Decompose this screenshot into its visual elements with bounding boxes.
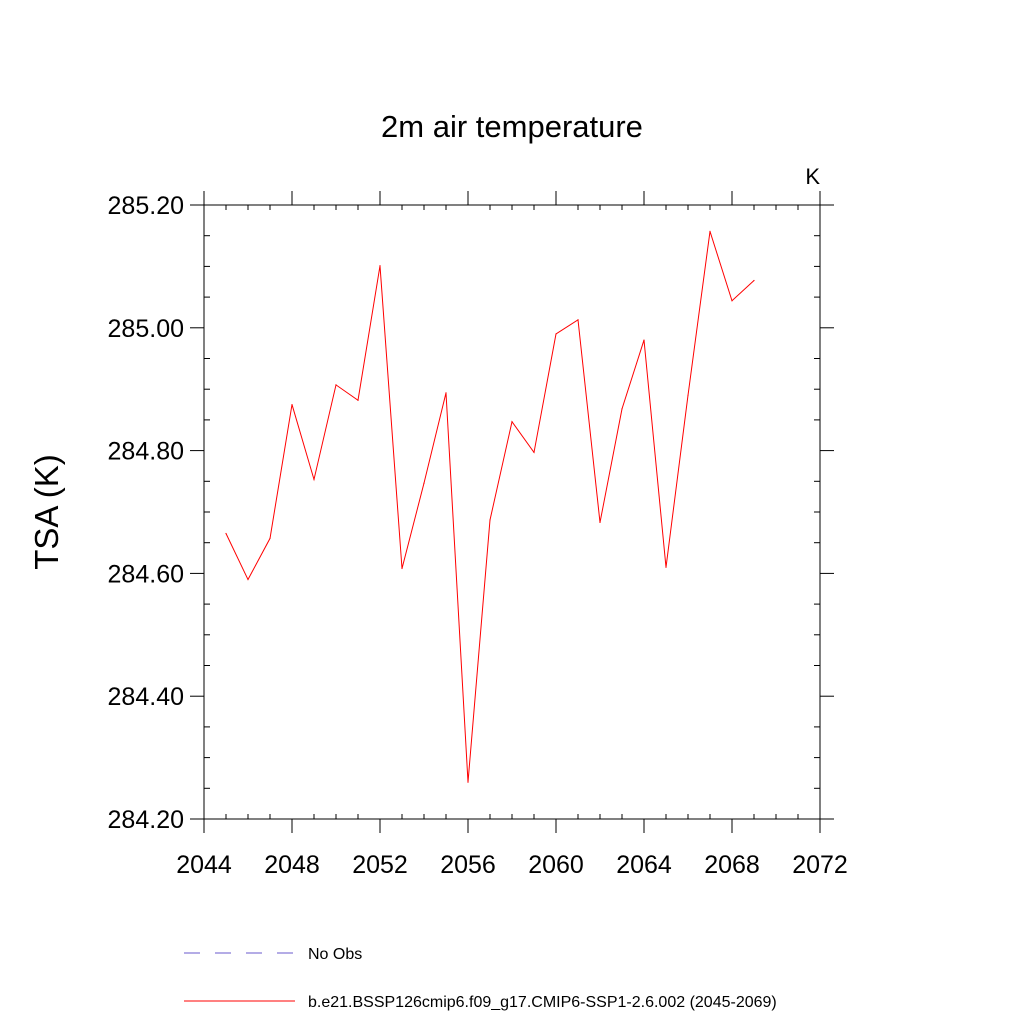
data-point <box>555 333 557 335</box>
data-point <box>621 408 623 410</box>
plot-frame <box>203 204 821 820</box>
y-tick-label: 284.60 <box>108 560 184 588</box>
data-point <box>709 230 711 233</box>
x-tick-label: 2068 <box>704 851 760 879</box>
x-tick-label: 2064 <box>616 851 672 879</box>
data-point <box>577 319 579 321</box>
data-point <box>335 384 337 386</box>
x-tick-label: 2056 <box>440 851 496 879</box>
y-axis: 284.20 284.40 284.60 284.80 285.00 285.20 <box>108 192 834 834</box>
data-point <box>467 781 469 783</box>
series-layer <box>225 230 755 783</box>
y-tick-label: 284.20 <box>108 806 184 834</box>
legend-label: b.e21.BSSP126cmip6.f09_g17.CMIP6-SSP1-2.… <box>308 994 777 1011</box>
data-point <box>269 537 271 540</box>
data-point <box>423 482 425 484</box>
legend: No Obs b.e21.BSSP126cmip6.f09_g17.CMIP6-S… <box>184 946 777 1011</box>
data-point <box>225 532 227 535</box>
data-point <box>533 451 535 454</box>
data-point <box>731 300 733 302</box>
data-point <box>687 394 689 396</box>
data-point <box>247 578 249 581</box>
minor-ticks <box>204 205 820 819</box>
y-axis-label: TSA (K) <box>28 454 65 570</box>
data-point <box>599 521 601 524</box>
y-tick-label: 285.20 <box>108 192 184 220</box>
x-axis: 2044 2048 2052 2056 2060 2064 2068 2072 <box>176 191 848 879</box>
data-point <box>753 279 755 282</box>
data-point <box>357 399 359 401</box>
data-point <box>445 392 447 394</box>
x-tick-label: 2072 <box>792 851 848 879</box>
chart-title: 2m air temperature <box>381 109 643 144</box>
data-point <box>511 421 513 423</box>
series-line <box>225 231 755 783</box>
data-point <box>665 566 667 568</box>
y-tick-label: 284.40 <box>108 683 184 711</box>
y-tick-label: 284.80 <box>108 438 184 466</box>
data-point <box>379 265 381 267</box>
x-tick-label: 2052 <box>352 851 408 879</box>
data-point <box>643 339 645 341</box>
x-tick-label: 2048 <box>264 851 320 879</box>
data-point <box>313 478 315 481</box>
data-point <box>291 403 293 406</box>
x-tick-label: 2060 <box>528 851 584 879</box>
units-label: K <box>805 164 820 189</box>
data-point <box>401 567 403 570</box>
data-point <box>489 519 491 521</box>
legend-label: No Obs <box>308 946 362 963</box>
y-tick-label: 285.00 <box>108 315 184 343</box>
x-tick-label: 2044 <box>176 851 232 879</box>
